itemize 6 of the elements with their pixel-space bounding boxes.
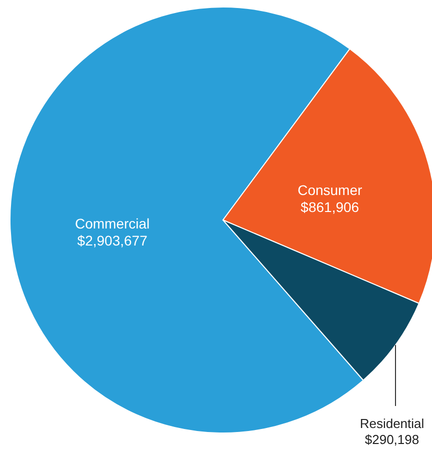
data-label: $290,198 bbox=[364, 432, 420, 447]
data-label: $861,906 bbox=[300, 198, 360, 215]
slice-label: Residential bbox=[360, 416, 424, 431]
slice-label: Commercial bbox=[74, 216, 150, 232]
data-label: $2,903,677 bbox=[77, 232, 148, 249]
slice-label: Consumer bbox=[298, 182, 362, 198]
